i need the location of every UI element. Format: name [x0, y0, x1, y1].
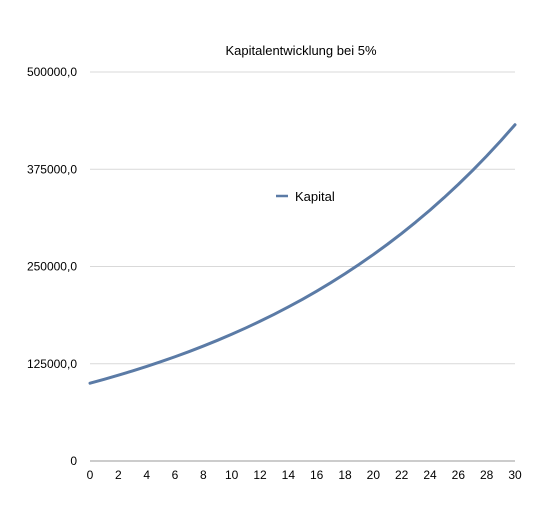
- x-tick-label: 4: [143, 468, 150, 482]
- legend: Kapital: [276, 189, 335, 204]
- x-tick-label: 22: [395, 468, 409, 482]
- x-tick-label: 12: [253, 468, 267, 482]
- x-tick-label: 8: [200, 468, 207, 482]
- x-tick-label: 28: [480, 468, 494, 482]
- y-tick-label: 125000,0: [27, 357, 77, 371]
- x-tick-label: 6: [172, 468, 179, 482]
- x-tick-label: 18: [338, 468, 352, 482]
- x-tick-label: 30: [508, 468, 522, 482]
- x-tick-label: 20: [367, 468, 381, 482]
- series-layer: [88, 123, 517, 385]
- y-tick-label: 500000,0: [27, 65, 77, 79]
- x-tick-label: 16: [310, 468, 324, 482]
- x-tick-label: 0: [87, 468, 94, 482]
- chart-title: Kapitalentwicklung bei 5%: [225, 43, 376, 58]
- x-tick-label: 14: [282, 468, 296, 482]
- series-line-kapital: [88, 123, 517, 385]
- x-tick-label: 2: [115, 468, 122, 482]
- x-axis-ticks: 0 2 4 6 8 10 12 14 16 18 20 22 24 26 28 30: [87, 468, 522, 482]
- legend-label-kapital: Kapital: [295, 189, 335, 204]
- x-tick-label: 26: [452, 468, 466, 482]
- grid-lines: [90, 71, 515, 462]
- x-tick-label: 10: [225, 468, 239, 482]
- y-axis-ticks: 0 125000,0 250000,0 375000,0 500000,0: [27, 65, 77, 468]
- y-tick-label: 0: [70, 454, 77, 468]
- y-tick-label: 250000,0: [27, 260, 77, 274]
- x-tick-label: 24: [423, 468, 437, 482]
- y-tick-label: 375000,0: [27, 162, 77, 176]
